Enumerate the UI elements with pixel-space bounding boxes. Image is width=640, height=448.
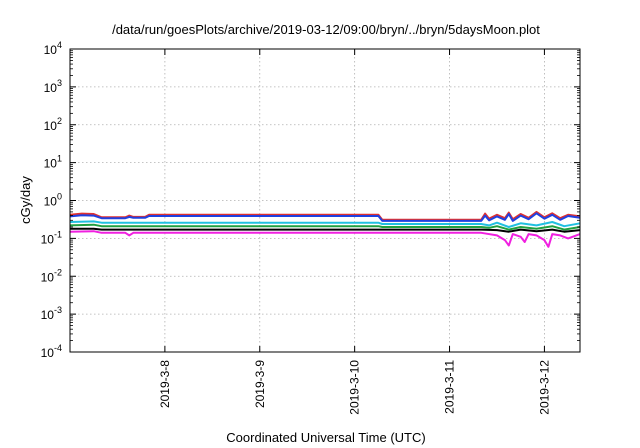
y-tick-label: 101 <box>44 154 62 171</box>
y-tick-label: 10-3 <box>41 305 62 322</box>
x-ticks: 2019-3-8 2019-3-9 2019-3-10 2019-3-11 2019-3… <box>158 49 551 415</box>
y-tick-label: 104 <box>44 40 62 57</box>
y-tick-label: 103 <box>44 78 62 95</box>
series-line-5 <box>70 227 581 233</box>
series-line-6 <box>69 230 581 248</box>
x-tick-label: 2019-3-10 <box>348 360 362 415</box>
x-tick-label: 2019-3-12 <box>537 360 551 415</box>
x-axis-label: Coordinated Universal Time (UTC) <box>226 430 425 445</box>
series-line-2 <box>69 212 581 222</box>
y-tick-label: 10-2 <box>41 267 62 284</box>
series-line-3 <box>69 220 581 228</box>
x-tick-label: 2019-3-11 <box>443 360 457 414</box>
y-tick-label: 10-1 <box>41 229 62 246</box>
series-layer <box>69 210 581 248</box>
grid <box>70 49 580 352</box>
y-ticks: 10-4 10-3 10-2 10-1 100 101 102 103 104 <box>41 40 580 360</box>
y-tick-label: 10-4 <box>41 343 62 360</box>
y-axis-label: cGy/day <box>18 176 33 224</box>
series-line-4 <box>69 223 581 231</box>
chart-title: /data/run/goesPlots/archive/2019-03-12/0… <box>112 22 540 37</box>
y-tick-label: 100 <box>44 192 62 209</box>
x-tick-label: 2019-3-8 <box>158 360 172 408</box>
x-tick-label: 2019-3-9 <box>253 360 267 408</box>
y-tick-label: 102 <box>44 116 62 133</box>
